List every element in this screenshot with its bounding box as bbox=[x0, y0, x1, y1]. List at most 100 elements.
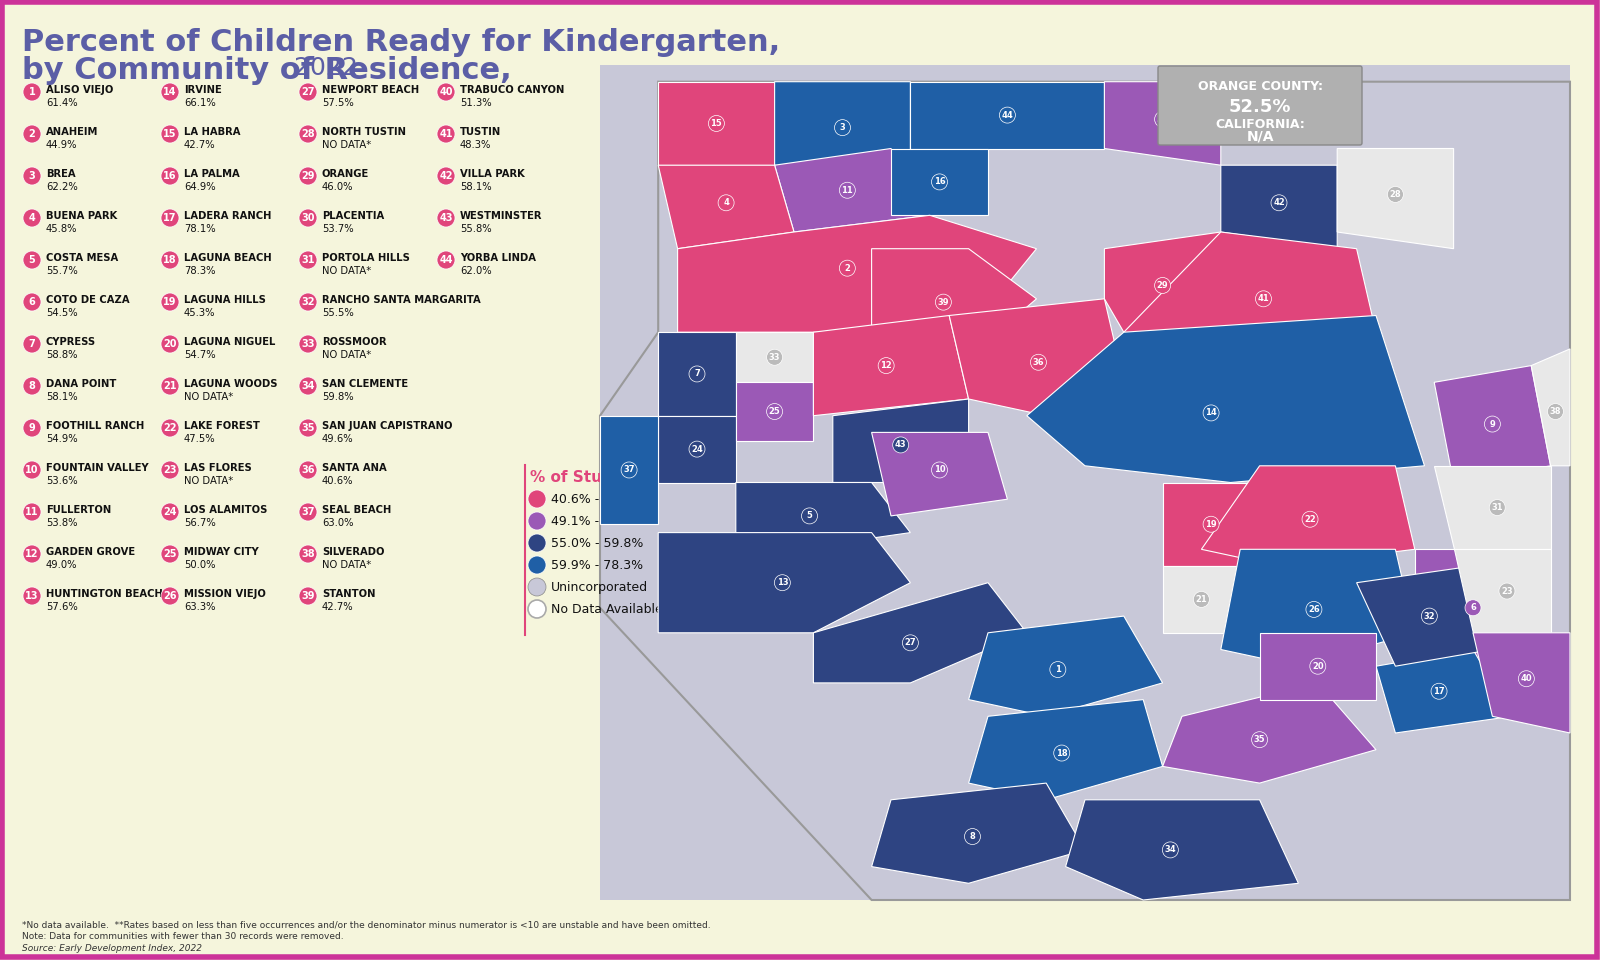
Circle shape bbox=[965, 828, 981, 845]
Circle shape bbox=[1256, 291, 1272, 307]
Text: 56.7%: 56.7% bbox=[184, 518, 216, 528]
Text: 31: 31 bbox=[1491, 503, 1502, 512]
Circle shape bbox=[774, 575, 790, 590]
Polygon shape bbox=[736, 483, 910, 549]
Polygon shape bbox=[968, 700, 1163, 800]
Text: 44: 44 bbox=[1002, 110, 1013, 120]
Circle shape bbox=[162, 293, 179, 311]
Text: NO DATA*: NO DATA* bbox=[184, 476, 234, 486]
Polygon shape bbox=[600, 82, 1570, 900]
Text: 63.0%: 63.0% bbox=[322, 518, 354, 528]
Circle shape bbox=[840, 182, 856, 199]
Polygon shape bbox=[1123, 232, 1376, 348]
Text: 41: 41 bbox=[1258, 295, 1269, 303]
Text: PORTOLA HILLS: PORTOLA HILLS bbox=[322, 253, 410, 263]
Text: 14: 14 bbox=[1205, 408, 1218, 418]
Text: 24: 24 bbox=[163, 507, 176, 517]
Text: 35: 35 bbox=[301, 423, 315, 433]
Circle shape bbox=[162, 251, 179, 269]
Circle shape bbox=[162, 503, 179, 521]
Circle shape bbox=[22, 167, 42, 185]
Polygon shape bbox=[872, 783, 1085, 883]
Text: 21: 21 bbox=[1195, 595, 1208, 604]
Text: 37: 37 bbox=[624, 466, 635, 474]
Text: 42: 42 bbox=[440, 171, 453, 181]
Polygon shape bbox=[658, 533, 910, 633]
Circle shape bbox=[162, 587, 179, 605]
Text: FULLERTON: FULLERTON bbox=[46, 505, 112, 515]
Text: ANAHEIM: ANAHEIM bbox=[46, 127, 98, 137]
Text: 8: 8 bbox=[970, 832, 976, 841]
Text: 64.9%: 64.9% bbox=[184, 182, 216, 192]
Circle shape bbox=[162, 461, 179, 479]
Text: 36: 36 bbox=[301, 465, 315, 475]
Text: No Data Available: No Data Available bbox=[550, 603, 662, 616]
Text: 27: 27 bbox=[301, 87, 315, 97]
Text: NO DATA*: NO DATA* bbox=[322, 140, 371, 150]
Text: 44: 44 bbox=[440, 255, 453, 265]
Polygon shape bbox=[1338, 149, 1453, 249]
Text: 43: 43 bbox=[440, 213, 453, 223]
Text: TRABUCO CANYON: TRABUCO CANYON bbox=[461, 85, 565, 95]
Circle shape bbox=[22, 545, 42, 563]
Circle shape bbox=[299, 167, 317, 185]
Polygon shape bbox=[1357, 566, 1493, 666]
Polygon shape bbox=[1414, 549, 1531, 666]
Circle shape bbox=[299, 335, 317, 353]
Circle shape bbox=[299, 587, 317, 605]
Text: SILVERADO: SILVERADO bbox=[322, 547, 384, 557]
Circle shape bbox=[1054, 745, 1070, 761]
Text: 40: 40 bbox=[1520, 674, 1533, 684]
Circle shape bbox=[1302, 512, 1318, 527]
Text: 61.4%: 61.4% bbox=[46, 98, 78, 108]
Text: 30: 30 bbox=[301, 213, 315, 223]
Circle shape bbox=[162, 377, 179, 395]
Text: 55.7%: 55.7% bbox=[46, 266, 78, 276]
Text: 78.1%: 78.1% bbox=[184, 224, 216, 234]
Polygon shape bbox=[1163, 566, 1240, 633]
Circle shape bbox=[766, 349, 782, 365]
Text: Note: Data for communities with fewer than 30 records were removed.: Note: Data for communities with fewer th… bbox=[22, 932, 344, 941]
Circle shape bbox=[1155, 111, 1171, 128]
Circle shape bbox=[1421, 608, 1437, 624]
Text: IRVINE: IRVINE bbox=[184, 85, 222, 95]
Circle shape bbox=[22, 587, 42, 605]
Circle shape bbox=[1499, 583, 1515, 599]
Text: 7: 7 bbox=[694, 370, 699, 378]
Circle shape bbox=[1050, 661, 1066, 678]
Polygon shape bbox=[1376, 650, 1512, 733]
Circle shape bbox=[299, 293, 317, 311]
Circle shape bbox=[299, 251, 317, 269]
Text: 39: 39 bbox=[938, 298, 949, 306]
Text: LA PALMA: LA PALMA bbox=[184, 169, 240, 179]
Text: SAN JUAN CAPISTRANO: SAN JUAN CAPISTRANO bbox=[322, 421, 453, 431]
Circle shape bbox=[162, 335, 179, 353]
Text: 42: 42 bbox=[1274, 199, 1285, 207]
Text: by Community of Residence,: by Community of Residence, bbox=[22, 56, 522, 85]
Text: TUSTIN: TUSTIN bbox=[461, 127, 501, 137]
Circle shape bbox=[22, 461, 42, 479]
Text: 21: 21 bbox=[163, 381, 176, 391]
Text: LAS FLORES: LAS FLORES bbox=[184, 463, 251, 473]
Text: 9: 9 bbox=[29, 423, 35, 433]
Text: 62.2%: 62.2% bbox=[46, 182, 78, 192]
Circle shape bbox=[690, 366, 706, 382]
Polygon shape bbox=[658, 82, 774, 165]
Text: NO DATA*: NO DATA* bbox=[322, 560, 371, 570]
Text: 54.7%: 54.7% bbox=[184, 350, 216, 360]
Circle shape bbox=[840, 260, 856, 276]
Polygon shape bbox=[872, 432, 1008, 516]
Circle shape bbox=[162, 419, 179, 437]
Text: 23: 23 bbox=[163, 465, 176, 475]
Polygon shape bbox=[872, 249, 1037, 357]
Text: 49.1% - 54.9%: 49.1% - 54.9% bbox=[550, 515, 643, 528]
Text: LAGUNA NIGUEL: LAGUNA NIGUEL bbox=[184, 337, 275, 347]
Text: LAGUNA HILLS: LAGUNA HILLS bbox=[184, 295, 266, 305]
Circle shape bbox=[22, 293, 42, 311]
Text: 34: 34 bbox=[1165, 846, 1176, 854]
Text: 16: 16 bbox=[934, 178, 946, 186]
Text: 11: 11 bbox=[842, 185, 853, 195]
Text: YORBA LINDA: YORBA LINDA bbox=[461, 253, 536, 263]
Text: 49.6%: 49.6% bbox=[322, 434, 354, 444]
Text: LOS ALAMITOS: LOS ALAMITOS bbox=[184, 505, 267, 515]
